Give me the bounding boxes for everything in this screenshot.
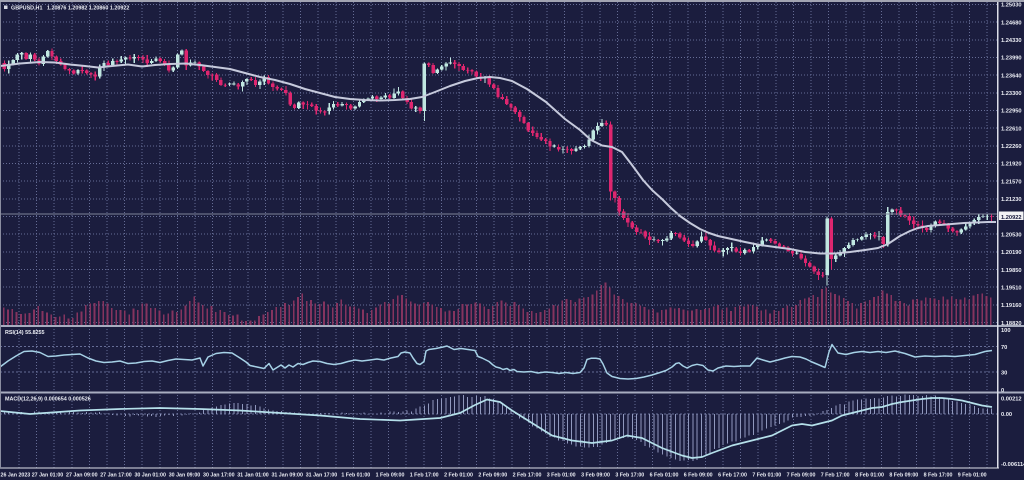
svg-text:27 Jan 09:00: 27 Jan 09:00: [66, 473, 98, 479]
svg-text:1.25030: 1.25030: [1001, 3, 1022, 9]
svg-text:1.23300: 1.23300: [1001, 91, 1022, 97]
svg-text:GBPUSD,H1 1.20876 1.20982 1.: GBPUSD,H1 1.20876 1.20982 1.20860 1.2092…: [11, 6, 129, 12]
svg-text:30 Jan 17:00: 30 Jan 17:00: [203, 473, 235, 479]
svg-text:2 Feb 01:00: 2 Feb 01:00: [444, 473, 473, 479]
svg-text:31 Jan 17:00: 31 Jan 17:00: [306, 473, 338, 479]
svg-text:1 Feb 01:00: 1 Feb 01:00: [341, 473, 370, 479]
svg-text:1 Feb 09:00: 1 Feb 09:00: [376, 473, 405, 479]
svg-text:27 Jan 01:00: 27 Jan 01:00: [32, 473, 64, 479]
svg-text:MACD(12,26,9) 0.000654 0.00052: MACD(12,26,9) 0.000654 0.000526: [5, 397, 91, 403]
svg-text:30 Jan 01:00: 30 Jan 01:00: [134, 473, 166, 479]
svg-text:1.24330: 1.24330: [1001, 38, 1022, 44]
svg-text:1.20190: 1.20190: [1001, 250, 1022, 256]
svg-text:1 Feb 17:00: 1 Feb 17:00: [410, 473, 439, 479]
svg-text:70: 70: [1001, 345, 1007, 351]
svg-text:26 Jan 2023: 26 Jan 2023: [1, 473, 31, 479]
svg-text:0.00: 0.00: [1001, 412, 1012, 418]
svg-text:7 Feb 17:00: 7 Feb 17:00: [821, 473, 850, 479]
svg-text:1.18820: 1.18820: [1001, 321, 1022, 327]
svg-text:0: 0: [1001, 388, 1004, 394]
svg-text:6 Feb 17:00: 6 Feb 17:00: [718, 473, 747, 479]
svg-text:0.00212: 0.00212: [1001, 397, 1022, 403]
svg-text:1.22610: 1.22610: [1001, 126, 1022, 132]
svg-text:RSI(14) 55.8255: RSI(14) 55.8255: [5, 330, 45, 336]
svg-text:1.22950: 1.22950: [1001, 109, 1022, 115]
svg-text:1.24680: 1.24680: [1001, 20, 1022, 26]
svg-text:1.19160: 1.19160: [1001, 303, 1022, 309]
svg-text:1.19510: 1.19510: [1001, 285, 1022, 291]
svg-text:8 Feb 17:00: 8 Feb 17:00: [924, 473, 953, 479]
svg-text:3 Feb 01:00: 3 Feb 01:00: [547, 473, 576, 479]
svg-text:2 Feb 17:00: 2 Feb 17:00: [513, 473, 542, 479]
svg-text:1.22260: 1.22260: [1001, 144, 1022, 150]
svg-text:30 Jan 09:00: 30 Jan 09:00: [169, 473, 201, 479]
svg-text:2 Feb 09:00: 2 Feb 09:00: [478, 473, 507, 479]
svg-text:31 Jan 09:00: 31 Jan 09:00: [271, 473, 303, 479]
svg-text:1.23990: 1.23990: [1001, 56, 1022, 62]
svg-text:1.20530: 1.20530: [1001, 232, 1022, 238]
svg-text:1.21230: 1.21230: [1001, 197, 1022, 203]
svg-text:1.21920: 1.21920: [1001, 162, 1022, 168]
svg-text:27 Jan 17:00: 27 Jan 17:00: [100, 473, 132, 479]
svg-text:8 Feb 01:00: 8 Feb 01:00: [855, 473, 884, 479]
svg-text:3 Feb 17:00: 3 Feb 17:00: [615, 473, 644, 479]
svg-text:3 Feb 09:00: 3 Feb 09:00: [581, 473, 610, 479]
svg-text:1.21570: 1.21570: [1001, 179, 1022, 185]
svg-text:9 Feb 01:00: 9 Feb 01:00: [958, 473, 987, 479]
svg-text:31 Jan 01:00: 31 Jan 01:00: [237, 473, 269, 479]
svg-text:100: 100: [1001, 328, 1011, 334]
svg-text:1.23640: 1.23640: [1001, 73, 1022, 79]
svg-text:6 Feb 01:00: 6 Feb 01:00: [650, 473, 679, 479]
svg-text:8 Feb 09:00: 8 Feb 09:00: [889, 473, 918, 479]
svg-text:1.19850: 1.19850: [1001, 268, 1022, 274]
svg-text:7 Feb 09:00: 7 Feb 09:00: [787, 473, 816, 479]
svg-text:6 Feb 09:00: 6 Feb 09:00: [684, 473, 713, 479]
svg-text:-0.006114: -0.006114: [1001, 462, 1024, 468]
svg-text:30: 30: [1001, 371, 1007, 377]
svg-text:7 Feb 01:00: 7 Feb 01:00: [752, 473, 781, 479]
svg-text:1.20922: 1.20922: [1001, 215, 1022, 221]
